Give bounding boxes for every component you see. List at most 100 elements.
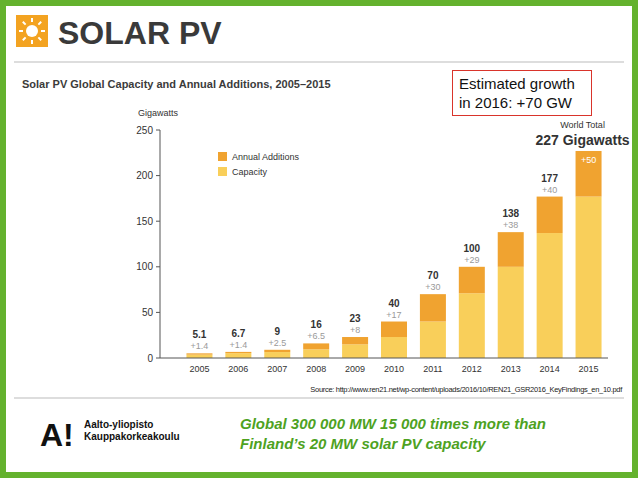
x-tick-label: 2008: [306, 364, 326, 374]
legend-swatch: [218, 167, 227, 176]
footer-rule: [14, 398, 624, 399]
bar: [264, 352, 290, 358]
bar: [459, 293, 485, 358]
bar: [186, 353, 212, 354]
bar: [576, 151, 602, 197]
bar: [576, 197, 602, 358]
legend-label: Annual Additions: [232, 152, 300, 162]
y-tick-label: 250: [136, 125, 153, 136]
x-tick-label: 2012: [462, 364, 482, 374]
y-tick: [156, 266, 160, 267]
y-tick-label: 0: [147, 353, 153, 364]
y-tick: [156, 312, 160, 313]
total-label: 23: [350, 313, 362, 324]
header-icon: [16, 15, 48, 47]
y-tick: [156, 175, 160, 176]
y-tick-label: 200: [136, 170, 153, 181]
footer-text: Global 300 000 MW 15 000 times more than…: [240, 414, 612, 454]
y-tick-label: 150: [136, 216, 153, 227]
legend-swatch: [218, 152, 227, 161]
icon-ray: [23, 22, 26, 25]
total-label: 9: [274, 326, 280, 337]
source: Source: http://www.ren21.net/wp-content/…: [310, 385, 623, 394]
data-label: +1.4: [191, 341, 209, 351]
data-label: +1.4: [229, 340, 247, 350]
total-label: 6.7: [231, 328, 245, 339]
bar: [303, 343, 329, 349]
y-tick-label: 50: [142, 307, 154, 318]
logo: A!: [40, 417, 74, 453]
bar: [342, 337, 368, 344]
data-label: +29: [464, 255, 479, 265]
annotation: World Total: [560, 120, 605, 130]
total-label: 70: [427, 270, 439, 281]
icon-ray: [41, 30, 45, 32]
icon-ray: [38, 37, 41, 40]
data-label: +30: [425, 282, 440, 292]
x-tick-label: 2014: [540, 364, 560, 374]
bar: [537, 233, 563, 358]
x-tick-label: 2005: [189, 364, 209, 374]
bar: [420, 294, 446, 321]
x-tick-label: 2007: [267, 364, 287, 374]
bar: [381, 322, 407, 338]
bar: [186, 355, 212, 358]
x-axis: [160, 358, 608, 359]
slide-bg: [6, 6, 632, 472]
y-tick-label: 100: [136, 261, 153, 272]
x-tick-label: 2006: [228, 364, 248, 374]
data-label: +8: [350, 325, 360, 335]
slide: SOLAR PV Solar PV Global Capacity and Ann…: [0, 0, 638, 478]
y-axis: [160, 130, 161, 358]
logo-text: Kauppakorkeakoulu: [84, 431, 180, 442]
icon-ray: [19, 30, 23, 32]
bar: [498, 232, 524, 267]
bar: [342, 344, 368, 358]
header-title: SOLAR PV: [58, 15, 222, 51]
data-label: +2.5: [268, 338, 286, 348]
data-label: +40: [542, 185, 557, 195]
total-label: 177: [541, 173, 558, 184]
bar: [264, 350, 290, 352]
icon-ray: [23, 37, 26, 40]
y-axis-title: Gigawatts: [138, 108, 179, 118]
x-tick-label: 2015: [579, 364, 599, 374]
header-rule: [14, 62, 624, 63]
legend-label: Capacity: [232, 167, 268, 177]
total-label: 5.1: [193, 329, 207, 340]
bars: [186, 151, 601, 358]
icon-ray: [38, 22, 41, 25]
bar: [381, 337, 407, 358]
total-label: 138: [502, 208, 519, 219]
y-tick: [156, 130, 160, 131]
y-tick: [156, 358, 160, 359]
total-label: 100: [463, 243, 480, 254]
total-label: 227 Gigawatts: [535, 132, 629, 148]
bar: [537, 197, 563, 233]
icon-ray: [31, 18, 33, 22]
data-label: +17: [386, 310, 401, 320]
y-tick: [156, 221, 160, 222]
logo-text: Aalto-yliopisto: [84, 419, 153, 430]
x-tick-label: 2009: [345, 364, 365, 374]
total-label: 40: [388, 298, 400, 309]
annotation-box: Estimated growth in 2016: +70 GW: [452, 70, 592, 116]
icon-ray: [31, 40, 33, 44]
icon-sun: [26, 25, 38, 37]
bar: [225, 352, 251, 353]
legend: Annual Additions Capacity: [218, 152, 300, 177]
data-label: +38: [503, 220, 518, 230]
frame: [0, 0, 638, 478]
x-tick-label: 2010: [384, 364, 404, 374]
data-label: +50: [581, 155, 596, 165]
data-label: +6.5: [307, 331, 325, 341]
bar: [498, 267, 524, 358]
x-tick-label: 2011: [423, 364, 442, 374]
bar: [459, 267, 485, 293]
bar: [303, 349, 329, 358]
x-tick-label: 2013: [501, 364, 521, 374]
bar: [420, 322, 446, 358]
total-label: 16: [311, 319, 323, 330]
chart-title: Solar PV Global Capacity and Annual Addi…: [22, 78, 331, 90]
icon-bg: [16, 15, 48, 47]
